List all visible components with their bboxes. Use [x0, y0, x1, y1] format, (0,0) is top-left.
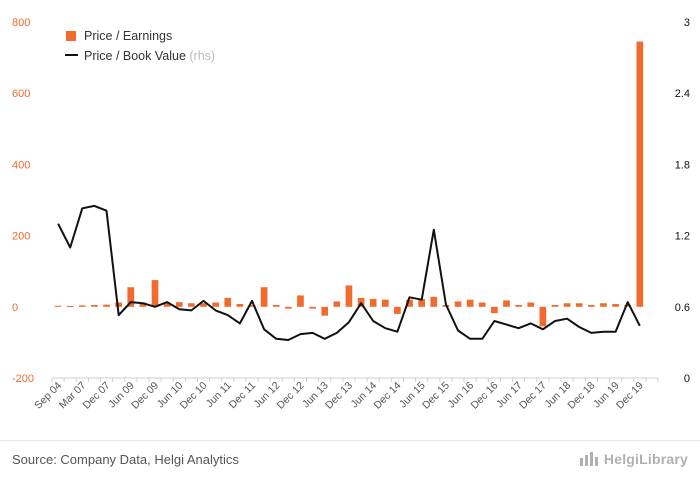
x-tick-label-10: Dec 12 — [275, 380, 307, 412]
x-tick-label-2: Dec 07 — [81, 380, 113, 412]
bar-price-earnings — [539, 306, 547, 327]
bar-price-earnings — [575, 303, 583, 307]
brand-logo: HelgiLibrary — [579, 451, 688, 467]
bar-price-earnings — [115, 302, 122, 307]
footer — [0, 440, 700, 484]
x-tick-label-22: Dec 18 — [565, 380, 597, 412]
y2-tick-label-4: 2.4 — [675, 88, 690, 100]
x-tick-label-16: Dec 15 — [420, 380, 452, 412]
legend-rhs-suffix: (rhs) — [189, 49, 215, 63]
bar-price-earnings — [91, 305, 98, 307]
bar-price-earnings — [624, 305, 632, 307]
x-tick-label-6: Dec 10 — [178, 380, 210, 412]
x-tick-label-18: Dec 16 — [468, 380, 500, 412]
bar-price-earnings — [454, 301, 462, 307]
brand-name: HelgiLibrary — [603, 451, 688, 467]
bar-price-earnings — [600, 303, 607, 307]
y2-tick-label-5: 3 — [684, 17, 690, 29]
bar-price-earnings — [224, 297, 232, 307]
bar-price-earnings — [612, 303, 619, 307]
x-tick-label-20: Dec 17 — [517, 380, 549, 412]
bar-price-earnings — [466, 299, 474, 307]
legend-label-price-earnings: Price / Earnings — [84, 29, 172, 43]
bar-price-earnings — [175, 302, 183, 307]
bar-price-earnings — [212, 302, 219, 307]
bar-price-earnings — [563, 303, 571, 307]
bar-price-earnings — [430, 296, 438, 307]
bar-price-earnings — [369, 298, 377, 307]
y2-tick-label-3: 1.8 — [675, 159, 690, 171]
bar-price-earnings — [188, 303, 195, 307]
bar-price-earnings — [200, 303, 207, 307]
bar-price-earnings — [248, 305, 256, 307]
x-tick-label-24: Dec 19 — [614, 380, 646, 412]
x-tick-label-14: Dec 14 — [372, 380, 404, 412]
bar-price-earnings — [163, 302, 171, 307]
bar-price-earnings — [478, 302, 486, 307]
bar-price-earnings — [394, 306, 401, 314]
bar-price-earnings — [551, 305, 559, 307]
bar-price-earnings — [127, 287, 135, 307]
line-price-book-value — [57, 204, 641, 341]
bar-series — [54, 41, 644, 327]
legend-label-price-book: Price / Book Value (rhs) — [84, 49, 215, 63]
bar-price-earnings — [139, 302, 147, 307]
x-tick-label-0: Sep 04 — [32, 380, 64, 412]
bar-price-earnings — [297, 295, 304, 307]
x-tick-label-12: Dec 13 — [323, 380, 355, 412]
bar-price-earnings — [588, 305, 595, 307]
bar-price-earnings — [260, 287, 268, 307]
bar-price-earnings — [527, 302, 535, 307]
y2-tick-label-1: 0.6 — [675, 302, 690, 314]
x-tick-label-8: Dec 11 — [227, 380, 259, 412]
bar-price-earnings — [66, 306, 74, 308]
bar-price-earnings — [78, 305, 86, 307]
bar-price-earnings — [503, 300, 510, 307]
bar-price-earnings — [333, 301, 341, 307]
bar-price-earnings — [54, 305, 62, 307]
bar-price-earnings — [272, 305, 280, 307]
line-series — [57, 204, 641, 341]
bar-price-earnings — [321, 306, 329, 316]
bar-price-earnings — [381, 299, 389, 307]
bar-price-earnings — [236, 303, 244, 307]
bar-price-earnings — [309, 306, 316, 309]
x-tick-label-4: Dec 09 — [129, 380, 161, 412]
y-tick-label-4: 600 — [12, 88, 30, 100]
y-tick-label-2: 200 — [12, 231, 30, 243]
source-note: Source: Company Data, Helgi Analytics — [12, 452, 239, 467]
bar-price-earnings — [151, 280, 159, 307]
bar-price-earnings — [418, 298, 425, 307]
y2-tick-label-2: 1.2 — [675, 231, 690, 243]
y-tick-label-5: 800 — [12, 17, 30, 29]
y-tick-label-0: -200 — [12, 373, 34, 385]
y-tick-label-1: 0 — [12, 302, 18, 314]
helgi-logo-icon — [579, 452, 598, 466]
bar-price-earnings — [406, 299, 413, 307]
bar-price-earnings — [345, 285, 353, 307]
legend-swatch-price-earnings — [66, 31, 76, 41]
legend: Price / Earnings Price / Book Value (rhs… — [65, 29, 215, 63]
bar-price-earnings — [515, 305, 522, 307]
y2-tick-label-0: 0 — [684, 373, 690, 385]
bar-price-earnings — [285, 306, 292, 309]
bar-price-earnings — [103, 304, 110, 307]
bar-price-earnings — [636, 41, 644, 307]
y-tick-label-3: 400 — [12, 159, 30, 171]
bar-price-earnings — [491, 306, 498, 314]
